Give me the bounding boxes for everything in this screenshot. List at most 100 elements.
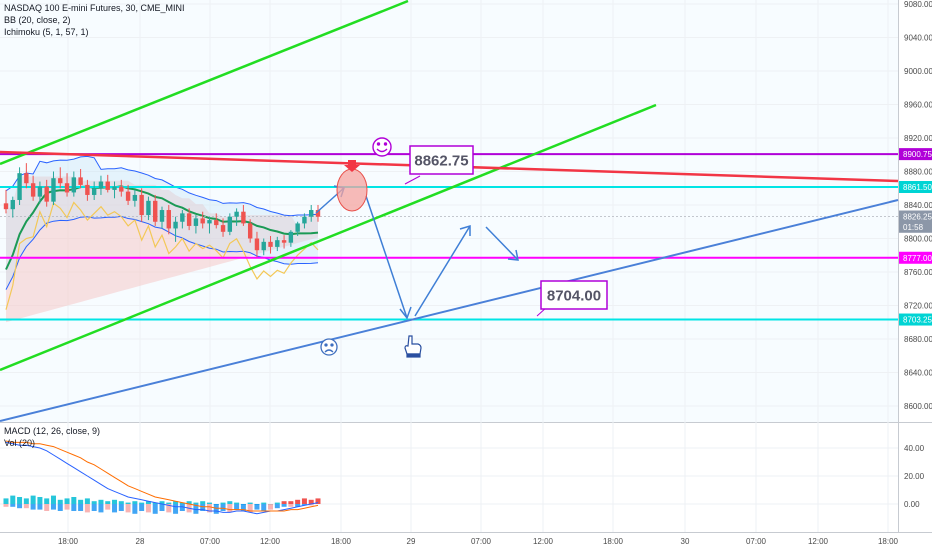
- candle-body[interactable]: [247, 223, 253, 239]
- candle-body[interactable]: [105, 181, 110, 190]
- macd-hist-up: [125, 502, 131, 504]
- candle-body[interactable]: [309, 210, 314, 217]
- candle-body[interactable]: [64, 183, 70, 193]
- candle-body[interactable]: [139, 194, 144, 216]
- candle-body[interactable]: [85, 184, 90, 195]
- candle-body[interactable]: [51, 178, 56, 202]
- candle-body[interactable]: [91, 188, 97, 195]
- pointing-hand-icon: [404, 335, 422, 358]
- arrow-down-to-support[interactable]: [365, 195, 408, 319]
- candle-body[interactable]: [315, 210, 321, 217]
- target-zone-ellipse[interactable]: [336, 168, 368, 212]
- candle-body[interactable]: [214, 220, 219, 226]
- vol-legend[interactable]: Vol (20): [4, 438, 36, 448]
- macd-legend[interactable]: MACD (12, 26, close, 9): [4, 426, 101, 436]
- macd-hist-up: [139, 502, 145, 504]
- candle-body[interactable]: [153, 200, 158, 222]
- price-tick-label: 8880.00: [904, 168, 932, 177]
- green-channel-upper[interactable]: [0, 0, 409, 166]
- ichimoku-legend[interactable]: Ichimoku (5, 1, 57, 1): [4, 27, 89, 37]
- time-tick-label: 29: [407, 537, 416, 546]
- candle-body[interactable]: [159, 210, 165, 222]
- time-tick-label: 18:00: [878, 537, 899, 546]
- candle-body[interactable]: [288, 231, 294, 243]
- candle-body[interactable]: [227, 216, 233, 232]
- price-tick-label: 8680.00: [904, 335, 932, 344]
- candle-body[interactable]: [200, 218, 205, 224]
- candle-body[interactable]: [275, 240, 280, 247]
- candle-body[interactable]: [281, 240, 287, 243]
- price-badge-label: 8861.50: [903, 183, 932, 192]
- arrow-up-rebound[interactable]: [414, 225, 471, 317]
- macd-hist-down: [220, 504, 226, 511]
- candle-body[interactable]: [125, 191, 131, 201]
- bb-legend[interactable]: BB (20, close, 2): [4, 15, 71, 25]
- candle-body[interactable]: [254, 238, 260, 251]
- macd-pane[interactable]: [0, 423, 898, 532]
- bb-upper: [5, 155, 319, 217]
- candle-body[interactable]: [119, 186, 124, 192]
- callout-8862-label: 8862.75: [414, 153, 468, 170]
- candle-body[interactable]: [10, 199, 15, 210]
- candle-body[interactable]: [146, 200, 151, 216]
- candle-body[interactable]: [220, 225, 226, 232]
- projection-arrows[interactable]: [315, 185, 519, 320]
- candle-body[interactable]: [234, 211, 239, 217]
- candle-body[interactable]: [261, 241, 266, 251]
- price-axis[interactable]: 9080.00 9040.00 9000.00 8960.00 8920.00 8880.…: [904, 0, 932, 411]
- candlesticks[interactable]: [3, 163, 321, 257]
- candle-body[interactable]: [3, 203, 9, 210]
- candle-body[interactable]: [268, 241, 273, 247]
- arrow-continuation[interactable]: [485, 226, 519, 261]
- candle-body[interactable]: [78, 177, 83, 185]
- macd-hist-down: [295, 504, 301, 507]
- macd-hist-up: [234, 502, 240, 504]
- candle-body[interactable]: [207, 220, 212, 224]
- green-channel-lower[interactable]: [0, 103, 657, 372]
- macd-hist-down: [308, 504, 314, 506]
- candle-body[interactable]: [112, 186, 117, 190]
- price-badge-label: 8900.75: [903, 150, 932, 159]
- candle-body[interactable]: [24, 173, 29, 184]
- macd-hist-up: [57, 499, 63, 504]
- price-tick-label: 8760.00: [904, 268, 932, 277]
- ichimoku-cloud: [6, 176, 318, 323]
- candle-body[interactable]: [17, 173, 22, 200]
- ichimoku-cloud-area: [6, 176, 318, 323]
- price-badge: [899, 180, 932, 193]
- candle-body[interactable]: [30, 183, 36, 197]
- macd-hist-up: [159, 501, 165, 504]
- macd-indicator[interactable]: [3, 440, 321, 515]
- candle-body[interactable]: [180, 213, 185, 222]
- macd-hist-up: [308, 499, 314, 504]
- callout-8862[interactable]: 8862.75: [404, 145, 474, 185]
- candle-body[interactable]: [166, 210, 171, 229]
- macd-hist-down: [84, 504, 90, 513]
- macd-hist-down: [159, 504, 165, 511]
- candle-body[interactable]: [58, 178, 63, 184]
- time-tick-label: 18:00: [58, 537, 79, 546]
- candle-body[interactable]: [302, 216, 307, 224]
- candle-body[interactable]: [173, 221, 178, 229]
- symbol-title[interactable]: NASDAQ 100 E-mini Futures, 30, CME_MINI: [4, 3, 185, 13]
- candle-body[interactable]: [37, 186, 43, 197]
- candle-body[interactable]: [295, 223, 300, 232]
- macd-hist-down: [173, 504, 179, 514]
- candle-body[interactable]: [186, 213, 192, 226]
- time-tick-label: 12:00: [260, 537, 281, 546]
- candle-body[interactable]: [71, 177, 77, 193]
- blue-support-line[interactable]: [0, 199, 899, 422]
- candle-body[interactable]: [132, 194, 138, 201]
- time-axis[interactable]: 18:00 28 07:00 12:00 18:00 29 07:00 12:00 18:00 3…: [58, 537, 899, 546]
- macd-axis[interactable]: 40.00 20.00 0.00: [904, 444, 925, 509]
- candle-body[interactable]: [241, 211, 246, 224]
- candle-body[interactable]: [98, 181, 104, 189]
- macd-hist-up: [37, 497, 43, 504]
- macd-hist-up: [118, 501, 124, 504]
- callout-8704[interactable]: 8704.00: [536, 280, 608, 317]
- price-badge-label: 8777.00: [903, 254, 932, 263]
- candle-body[interactable]: [193, 218, 199, 226]
- candle-body[interactable]: [44, 186, 49, 202]
- macd-hist-down: [268, 504, 274, 510]
